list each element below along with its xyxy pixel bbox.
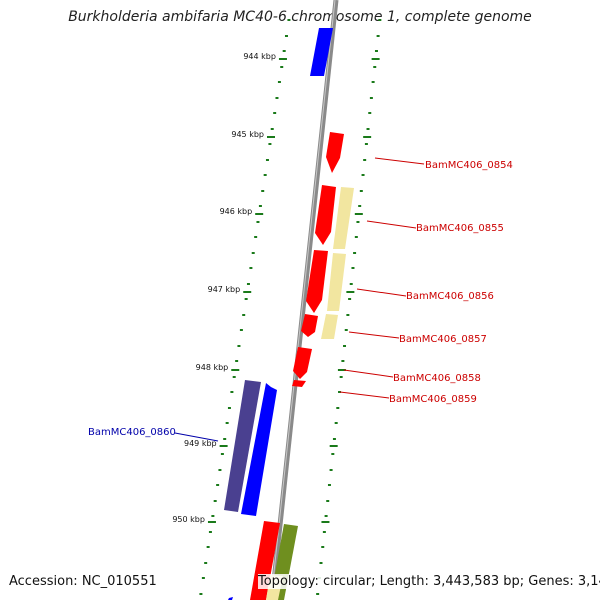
- ruler-label: 945 kbp: [231, 130, 264, 139]
- genome-summary: Topology: circular; Length: 3,443,583 bp…: [258, 574, 600, 589]
- gene-feature-0856-pair[interactable]: [327, 253, 346, 311]
- ruler-labels: 944 kbp 945 kbp 946 kbp 947 kbp 948 kbp 949 k…: [172, 52, 276, 524]
- ruler-label: 947 kbp: [208, 285, 241, 294]
- gene-feature-0857-pair[interactable]: [321, 314, 338, 339]
- chromosome-backbone-highlight: [270, 0, 336, 600]
- gene-label-0858[interactable]: BamMC406_0858: [393, 373, 481, 384]
- gene-label-0857[interactable]: BamMC406_0857: [399, 334, 487, 345]
- gene-feature-0854[interactable]: [326, 132, 344, 173]
- gene-label-0854[interactable]: BamMC406_0854: [425, 160, 513, 171]
- gene-feature-0860[interactable]: [241, 383, 277, 516]
- gene-feature[interactable]: [228, 597, 233, 600]
- gene-feature-0858[interactable]: [293, 347, 312, 379]
- gene-label-0860[interactable]: BamMC406_0860: [88, 427, 176, 438]
- label-leaders: [174, 157, 425, 442]
- gene-feature-0860-pair[interactable]: [224, 380, 261, 512]
- ruler-label: 948 kbp: [196, 363, 229, 372]
- map-title: Burkholderia ambifaria MC40-6 chromosome…: [68, 9, 532, 25]
- ruler-label: 950 kbp: [172, 515, 205, 524]
- gene-label-0859[interactable]: BamMC406_0859: [389, 394, 477, 405]
- gene-feature-0856[interactable]: [306, 250, 328, 313]
- ruler-label: 949 kbp: [184, 439, 217, 448]
- gene-label-0856[interactable]: BamMC406_0856: [406, 291, 494, 302]
- chromosome-backbone: [269, 0, 339, 600]
- gene-label-0855[interactable]: BamMC406_0855: [416, 223, 504, 234]
- accession-text: Accession: NC_010551: [9, 574, 157, 589]
- ruler-label: 946 kbp: [220, 207, 253, 216]
- gene-feature-0855-pair[interactable]: [333, 187, 354, 249]
- gene-feature[interactable]: [250, 521, 280, 600]
- gene-feature-0857[interactable]: [301, 314, 318, 337]
- gene-feature-0855[interactable]: [315, 185, 336, 245]
- ruler-label: 944 kbp: [243, 52, 276, 61]
- ruler-left: [199, 19, 291, 595]
- gene-feature-0859[interactable]: [292, 380, 306, 387]
- gene-feature[interactable]: [310, 28, 333, 76]
